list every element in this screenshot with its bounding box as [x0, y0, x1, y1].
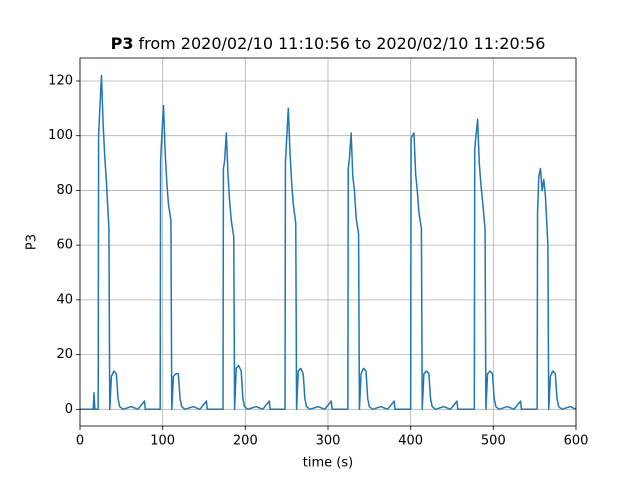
line-series	[80, 74, 577, 411]
y-tick-label: 40	[56, 292, 73, 307]
title-series: P3	[111, 34, 134, 53]
x-tick-label: 0	[76, 434, 84, 449]
y-tick-label: 100	[48, 128, 73, 143]
title-text: from 2020/02/10 11:10:56 to 2020/02/10 1…	[138, 34, 545, 53]
y-tick-label: 20	[56, 347, 73, 362]
y-tick-label: 60	[56, 238, 73, 253]
y-tick-label: 0	[65, 402, 73, 417]
x-axis-label: time (s)	[303, 456, 353, 471]
x-tick-label: 100	[150, 434, 175, 449]
x-tick-label: 200	[233, 434, 258, 449]
x-tick-label: 400	[398, 434, 423, 449]
x-tick-label: 500	[481, 434, 506, 449]
chart-title: P3 from 2020/02/10 11:10:56 to 2020/02/10…	[111, 34, 546, 53]
x-tick-label: 600	[564, 434, 589, 449]
y-tick-label: 120	[48, 73, 73, 88]
x-tick-label: 300	[316, 434, 341, 449]
y-tick-label: 80	[56, 183, 73, 198]
y-axis-label: P3	[25, 234, 40, 250]
plot-frame	[79, 57, 577, 427]
